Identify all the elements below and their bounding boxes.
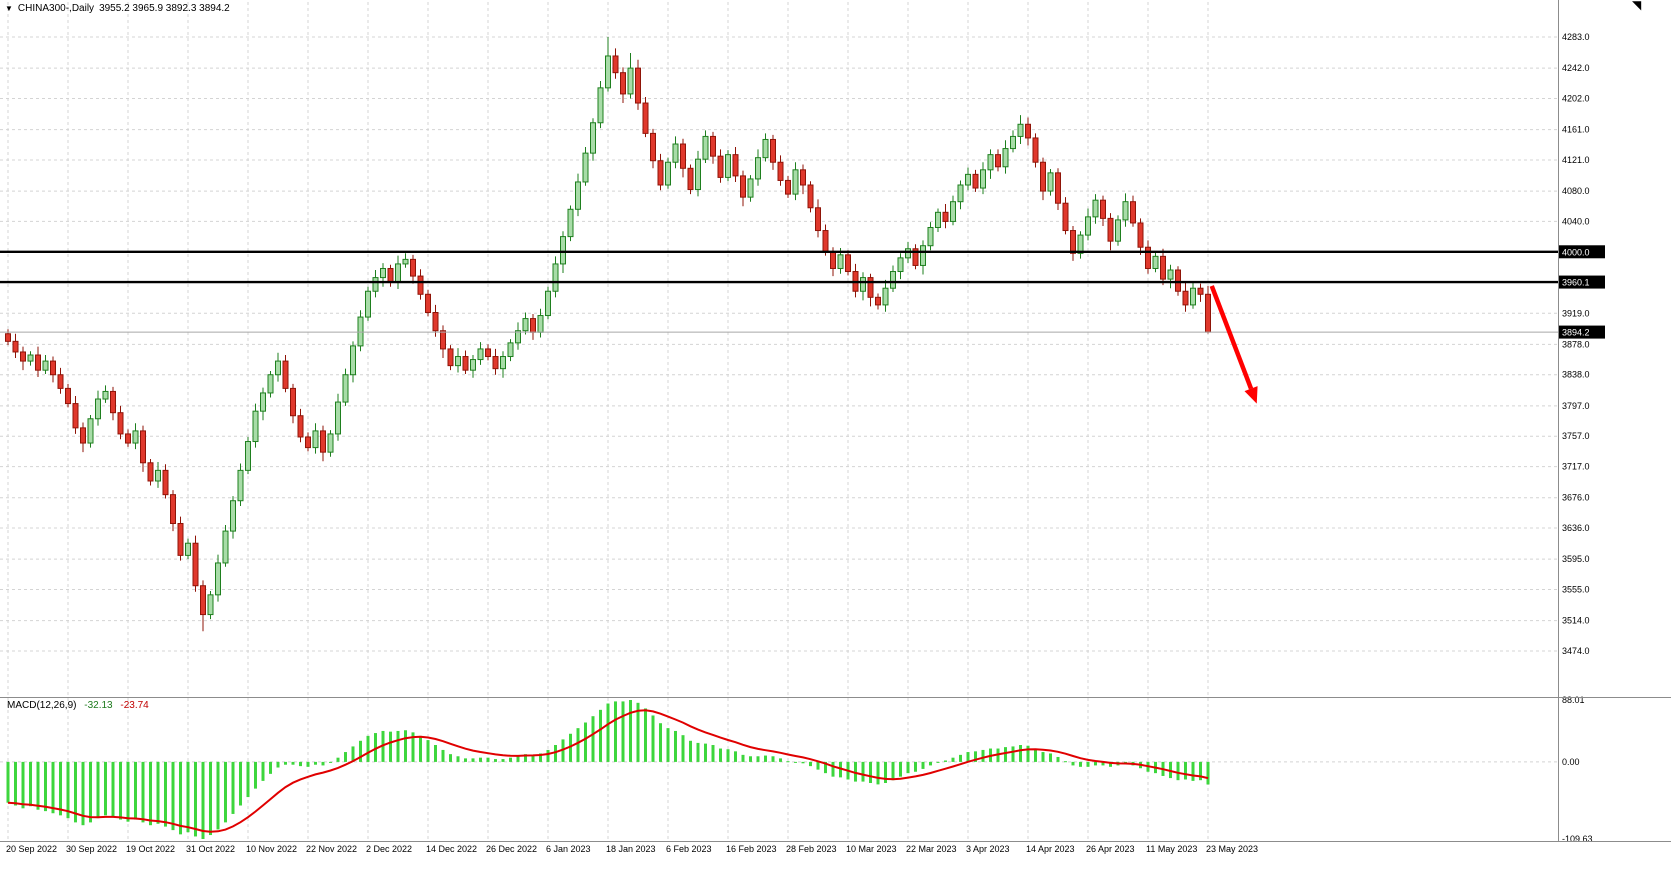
svg-text:10 Nov 2022: 10 Nov 2022 [246, 844, 297, 854]
svg-text:3514.0: 3514.0 [1562, 616, 1590, 626]
trend-arrow[interactable] [1209, 285, 1258, 404]
svg-text:88.01: 88.01 [1562, 695, 1585, 705]
svg-text:3676.0: 3676.0 [1562, 493, 1590, 503]
svg-text:3555.0: 3555.0 [1562, 585, 1590, 595]
svg-text:3717.0: 3717.0 [1562, 462, 1590, 472]
svg-text:26 Apr 2023: 26 Apr 2023 [1086, 844, 1135, 854]
chart-title: CHINA300-,Daily [17, 3, 95, 14]
svg-text:3919.0: 3919.0 [1562, 308, 1590, 318]
svg-text:4000.0: 4000.0 [1562, 247, 1590, 257]
autoscroll-corner-icon[interactable]: ◥ [1632, 0, 1642, 12]
svg-text:4040.0: 4040.0 [1562, 216, 1590, 226]
macd-params-label: MACD(12,26,9) [7, 700, 77, 711]
svg-text:23 May 2023: 23 May 2023 [1206, 844, 1258, 854]
svg-text:-109.63: -109.63 [1562, 834, 1593, 844]
svg-text:20 Sep 2022: 20 Sep 2022 [6, 844, 57, 854]
svg-text:0.00: 0.00 [1562, 757, 1580, 767]
macd-pane [6, 700, 1210, 839]
svg-text:4161.0: 4161.0 [1562, 125, 1590, 135]
svg-text:22 Nov 2022: 22 Nov 2022 [306, 844, 357, 854]
svg-text:26 Dec 2022: 26 Dec 2022 [486, 844, 537, 854]
svg-text:3960.1: 3960.1 [1562, 278, 1590, 288]
svg-text:4283.0: 4283.0 [1562, 32, 1590, 42]
symbol-dropdown-icon[interactable]: ▼ [5, 3, 13, 13]
svg-text:3474.0: 3474.0 [1562, 646, 1590, 656]
svg-text:30 Sep 2022: 30 Sep 2022 [66, 844, 117, 854]
svg-text:31 Oct 2022: 31 Oct 2022 [186, 844, 235, 854]
candlesticks [5, 37, 1211, 632]
svg-text:4202.0: 4202.0 [1562, 93, 1590, 103]
svg-text:6 Jan 2023: 6 Jan 2023 [546, 844, 591, 854]
svg-text:4080.0: 4080.0 [1562, 186, 1590, 196]
chart-title-bar: ▼ CHINA300-,Daily 3955.2 3965.9 3892.3 3… [5, 3, 230, 14]
svg-text:11 May 2023: 11 May 2023 [1146, 844, 1197, 854]
svg-text:22 Mar 2023: 22 Mar 2023 [906, 844, 957, 854]
svg-text:16 Feb 2023: 16 Feb 2023 [726, 844, 777, 854]
svg-text:10 Mar 2023: 10 Mar 2023 [846, 844, 897, 854]
axis-labels: 4283.0 4242.0 4202.0 4161.0 4121.0 4080.0 4040… [6, 32, 1593, 854]
svg-text:3838.0: 3838.0 [1562, 370, 1590, 380]
macd-line-value: -32.13 [84, 700, 113, 711]
svg-text:3797.0: 3797.0 [1562, 401, 1590, 411]
svg-text:4242.0: 4242.0 [1562, 63, 1590, 73]
svg-text:2 Dec 2022: 2 Dec 2022 [366, 844, 412, 854]
svg-text:18 Jan 2023: 18 Jan 2023 [606, 844, 656, 854]
svg-text:14 Dec 2022: 14 Dec 2022 [426, 844, 477, 854]
macd-signal-value: -23.74 [120, 700, 149, 711]
horizontal-level-lines[interactable]: 4000.0 3960.1 3894.2 [0, 245, 1605, 339]
chart-ohlc-values: 3955.2 3965.9 3892.3 3894.2 [99, 3, 230, 14]
svg-text:3757.0: 3757.0 [1562, 431, 1590, 441]
svg-text:6 Feb 2023: 6 Feb 2023 [666, 844, 712, 854]
macd-indicator-label: MACD(12,26,9) -32.13 -23.74 [7, 700, 149, 711]
svg-text:28 Feb 2023: 28 Feb 2023 [786, 844, 837, 854]
svg-text:3 Apr 2023: 3 Apr 2023 [966, 844, 1010, 854]
svg-text:3595.0: 3595.0 [1562, 554, 1590, 564]
svg-text:3894.2: 3894.2 [1562, 328, 1590, 338]
svg-text:3878.0: 3878.0 [1562, 339, 1590, 349]
svg-text:14 Apr 2023: 14 Apr 2023 [1026, 844, 1075, 854]
svg-text:19 Oct 2022: 19 Oct 2022 [126, 844, 175, 854]
gridlines [0, 2, 1558, 841]
svg-text:4121.0: 4121.0 [1562, 155, 1590, 165]
svg-text:3636.0: 3636.0 [1562, 523, 1590, 533]
